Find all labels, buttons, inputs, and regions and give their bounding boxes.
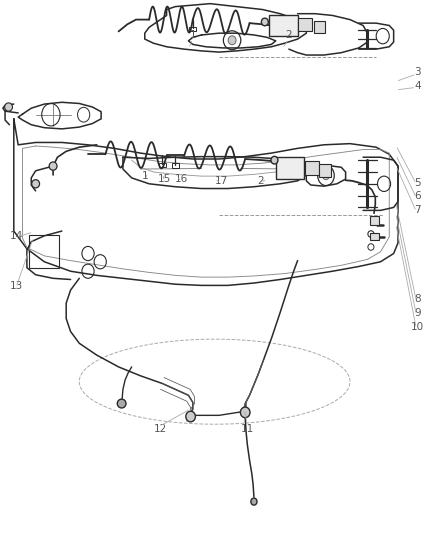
Ellipse shape — [271, 156, 278, 164]
Bar — [370, 233, 379, 240]
Text: 15: 15 — [158, 174, 171, 184]
Text: 4: 4 — [414, 81, 421, 91]
Bar — [189, 27, 196, 31]
Ellipse shape — [251, 498, 257, 505]
Text: 14: 14 — [9, 231, 23, 241]
Text: 12: 12 — [153, 424, 167, 434]
Bar — [314, 21, 325, 33]
Text: 1: 1 — [141, 171, 148, 181]
Bar — [305, 161, 318, 175]
Bar — [29, 235, 59, 268]
Text: 9: 9 — [414, 308, 421, 318]
Text: 3: 3 — [414, 68, 421, 77]
Ellipse shape — [261, 18, 268, 26]
Text: 5: 5 — [414, 177, 421, 188]
Text: 11: 11 — [241, 424, 254, 434]
Ellipse shape — [228, 36, 236, 45]
Bar — [370, 216, 379, 225]
Ellipse shape — [5, 103, 12, 111]
Text: 13: 13 — [9, 281, 23, 291]
Text: 17: 17 — [215, 176, 228, 187]
Ellipse shape — [240, 407, 250, 418]
Bar — [276, 157, 304, 179]
Text: 6: 6 — [414, 191, 421, 201]
Bar — [269, 15, 297, 36]
Ellipse shape — [322, 172, 329, 180]
Bar — [159, 163, 166, 167]
Bar — [298, 19, 312, 31]
Ellipse shape — [49, 162, 57, 170]
Text: 16: 16 — [175, 174, 188, 184]
Text: 10: 10 — [411, 322, 424, 332]
Bar — [172, 163, 179, 168]
Text: 8: 8 — [414, 294, 421, 304]
Ellipse shape — [32, 180, 39, 188]
Text: 1: 1 — [190, 30, 196, 41]
Ellipse shape — [117, 399, 126, 408]
Text: 7: 7 — [414, 205, 421, 215]
Bar — [319, 164, 331, 177]
Text: 2: 2 — [257, 176, 264, 187]
Ellipse shape — [186, 411, 195, 422]
Text: 2: 2 — [286, 30, 292, 41]
